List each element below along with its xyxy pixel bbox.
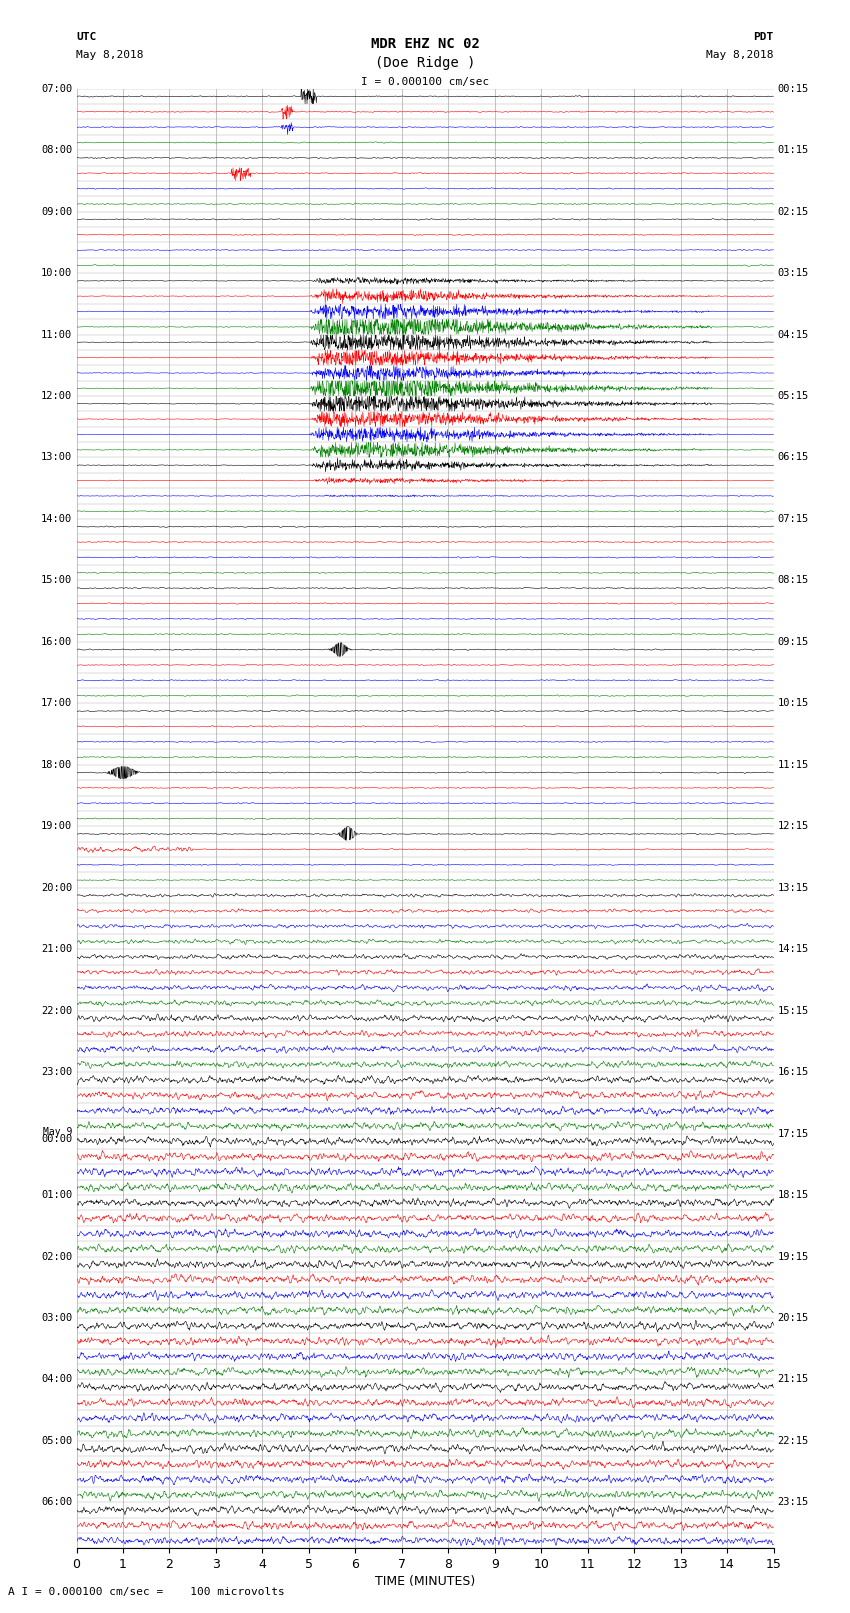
Text: 11:15: 11:15	[778, 760, 809, 769]
Text: 12:00: 12:00	[41, 390, 72, 402]
Text: 15:15: 15:15	[778, 1005, 809, 1016]
Text: 13:15: 13:15	[778, 882, 809, 892]
Text: 19:15: 19:15	[778, 1252, 809, 1261]
Text: 02:00: 02:00	[41, 1252, 72, 1261]
Text: 21:15: 21:15	[778, 1374, 809, 1384]
Text: 17:00: 17:00	[41, 698, 72, 708]
Text: 13:00: 13:00	[41, 453, 72, 463]
Text: MDR EHZ NC 02: MDR EHZ NC 02	[371, 37, 479, 52]
Text: 06:15: 06:15	[778, 453, 809, 463]
Text: 04:00: 04:00	[41, 1374, 72, 1384]
Text: May 8,2018: May 8,2018	[706, 50, 774, 60]
Text: 05:15: 05:15	[778, 390, 809, 402]
Text: 16:00: 16:00	[41, 637, 72, 647]
Text: 22:15: 22:15	[778, 1436, 809, 1445]
Text: 11:00: 11:00	[41, 329, 72, 340]
Text: 08:15: 08:15	[778, 576, 809, 586]
Text: 03:15: 03:15	[778, 268, 809, 277]
Text: 09:15: 09:15	[778, 637, 809, 647]
Text: UTC: UTC	[76, 32, 97, 42]
Text: 22:00: 22:00	[41, 1005, 72, 1016]
Text: 07:00: 07:00	[41, 84, 72, 94]
Text: 00:15: 00:15	[778, 84, 809, 94]
Text: 10:15: 10:15	[778, 698, 809, 708]
Text: 10:00: 10:00	[41, 268, 72, 277]
Text: 14:00: 14:00	[41, 515, 72, 524]
Text: 21:00: 21:00	[41, 944, 72, 955]
Text: 20:00: 20:00	[41, 882, 72, 892]
Text: May 8,2018: May 8,2018	[76, 50, 144, 60]
Text: 23:00: 23:00	[41, 1068, 72, 1077]
Text: PDT: PDT	[753, 32, 774, 42]
Text: 14:15: 14:15	[778, 944, 809, 955]
Text: 17:15: 17:15	[778, 1129, 809, 1139]
Text: 02:15: 02:15	[778, 206, 809, 216]
Text: 20:15: 20:15	[778, 1313, 809, 1323]
Text: A I = 0.000100 cm/sec =    100 microvolts: A I = 0.000100 cm/sec = 100 microvolts	[8, 1587, 286, 1597]
Text: 05:00: 05:00	[41, 1436, 72, 1445]
Text: 03:00: 03:00	[41, 1313, 72, 1323]
Text: 12:15: 12:15	[778, 821, 809, 831]
Text: 18:00: 18:00	[41, 760, 72, 769]
Text: 23:15: 23:15	[778, 1497, 809, 1508]
Text: I = 0.000100 cm/sec: I = 0.000100 cm/sec	[361, 77, 489, 87]
Text: May 9: May 9	[42, 1127, 72, 1137]
Text: 01:15: 01:15	[778, 145, 809, 155]
Text: 04:15: 04:15	[778, 329, 809, 340]
Text: 06:00: 06:00	[41, 1497, 72, 1508]
Text: 15:00: 15:00	[41, 576, 72, 586]
Text: 07:15: 07:15	[778, 515, 809, 524]
Text: 18:15: 18:15	[778, 1190, 809, 1200]
Text: (Doe Ridge ): (Doe Ridge )	[375, 56, 475, 71]
Text: 19:00: 19:00	[41, 821, 72, 831]
Text: 16:15: 16:15	[778, 1068, 809, 1077]
Text: 00:00: 00:00	[41, 1134, 72, 1144]
Text: 01:00: 01:00	[41, 1190, 72, 1200]
Text: 09:00: 09:00	[41, 206, 72, 216]
Text: 08:00: 08:00	[41, 145, 72, 155]
X-axis label: TIME (MINUTES): TIME (MINUTES)	[375, 1576, 475, 1589]
